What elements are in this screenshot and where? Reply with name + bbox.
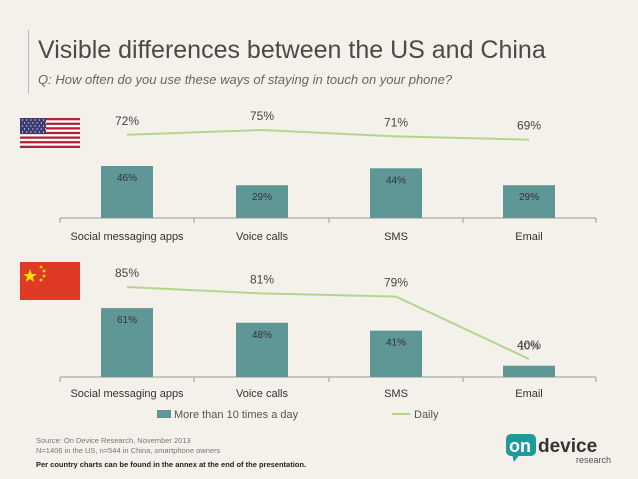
daily-line	[126, 128, 530, 141]
line-value-label: 75%	[250, 109, 274, 123]
chart-legend: More than 10 times a day Daily	[157, 409, 439, 421]
category-label: Voice calls	[236, 231, 288, 243]
legend-line-label: Daily	[414, 409, 439, 421]
ondevice-logo: on device research	[506, 434, 611, 465]
bar	[503, 185, 555, 218]
category-label: SMS	[384, 231, 408, 243]
legend-bar-swatch	[157, 410, 171, 418]
category-label: SMS	[384, 388, 408, 400]
line-value-label: 85%	[115, 266, 139, 280]
category-label: Social messaging apps	[70, 231, 184, 243]
category-label: Email	[515, 388, 543, 400]
china-chart-panel: 61% Social messaging apps 48% Voice calls 41…	[59, 266, 597, 400]
line-value-label: 81%	[250, 272, 274, 286]
bar-value-label: 61%	[117, 315, 137, 326]
page-title: Visible differences between the US and C…	[38, 36, 546, 64]
bar	[370, 168, 422, 218]
footer-source: Source: On Device Research, November 201…	[36, 436, 191, 445]
bar	[236, 185, 288, 218]
bar	[101, 166, 153, 218]
logo-research: research	[576, 455, 611, 465]
bar-value-label: 46%	[117, 173, 137, 184]
daily-line	[126, 286, 530, 360]
line-value-label: 69%	[517, 119, 541, 133]
page-subtitle: Q: How often do you use these ways of st…	[38, 72, 453, 87]
legend-bar-label: More than 10 times a day	[174, 409, 299, 421]
logo-on: on	[509, 436, 531, 456]
bar	[101, 308, 153, 377]
category-label: Voice calls	[236, 388, 288, 400]
china-flag-icon	[20, 262, 80, 300]
us-flag-icon	[20, 118, 80, 148]
bar-value-label: 29%	[519, 192, 539, 203]
category-label: Social messaging apps	[70, 388, 184, 400]
bar	[236, 322, 288, 377]
footer-source-block: Source: On Device Research, November 201…	[36, 436, 220, 456]
bar-value-label: 44%	[386, 175, 406, 186]
line-value-label: 71%	[384, 115, 408, 129]
title-divider	[28, 30, 29, 94]
footer-note: Per country charts can be found in the a…	[36, 460, 307, 469]
line-value-label: 40%	[517, 338, 541, 352]
footer-sample: N=1406 in the US, n=544 in China, smartp…	[36, 446, 221, 455]
bar-value-label: 29%	[252, 192, 272, 203]
bar	[370, 330, 422, 377]
category-label: Email	[515, 231, 543, 243]
logo-device: device	[538, 436, 597, 457]
bar-value-label: 10%	[519, 342, 539, 353]
bar-value-label: 41%	[386, 338, 406, 349]
line-value-label: 72%	[115, 114, 139, 128]
us-chart-panel: 46% Social messaging apps 29% Voice calls 44…	[59, 109, 597, 243]
line-value-label: 79%	[384, 276, 408, 290]
bar-value-label: 48%	[252, 330, 272, 341]
bar	[503, 365, 555, 377]
